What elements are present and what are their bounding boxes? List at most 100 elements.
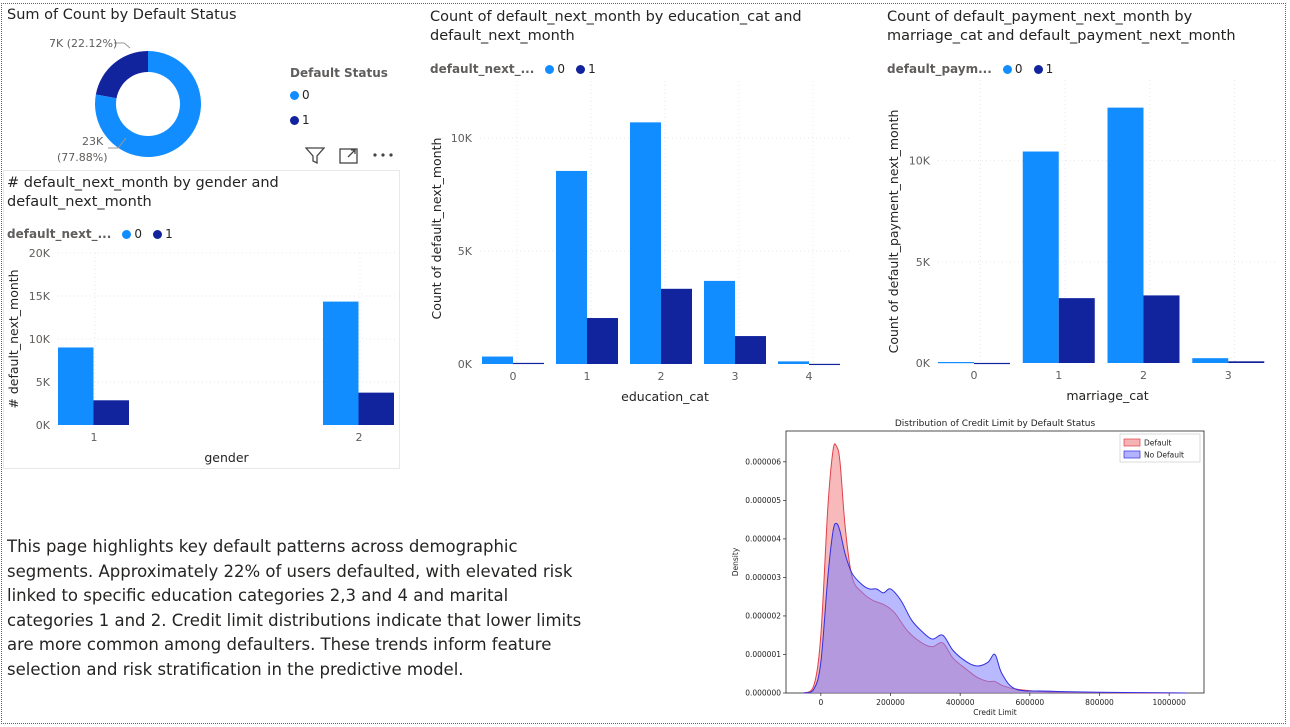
- filter-icon[interactable]: [305, 146, 325, 164]
- x-tick-label: 1: [584, 370, 591, 383]
- donut-title: Sum of Count by Default Status: [7, 7, 237, 23]
- more-options-icon[interactable]: [372, 150, 394, 160]
- bar-0-series-0[interactable]: [482, 356, 513, 364]
- donut-label-0-count: 23K: [82, 135, 104, 148]
- marriage-bar-chart[interactable]: 0K 5K 10K 0 1 2 3 marriage_cat Count of default_…: [882, 80, 1282, 410]
- kde-y-tick-label: 0.000002: [745, 611, 781, 620]
- bar-1-series-0[interactable]: [1022, 151, 1059, 363]
- kde-y-axis-title: Density: [731, 547, 740, 576]
- bar-2-series-0[interactable]: [323, 301, 359, 425]
- bar-1-series-1[interactable]: [93, 400, 130, 425]
- donut-legend-title: Default Status: [290, 66, 388, 80]
- y-axis-title: Count of default_next_month: [429, 138, 444, 320]
- bar-1-series-1[interactable]: [1058, 298, 1095, 363]
- kde-legend: Default No Default: [1119, 433, 1201, 463]
- donut-chart[interactable]: 7K (22.12%) 23K (77.88%): [40, 30, 240, 165]
- x-axis-title: education_cat: [621, 389, 709, 404]
- bar-3-series-1[interactable]: [735, 336, 766, 364]
- donut-slice-1[interactable]: [95, 51, 148, 99]
- y-tick-label: 5K: [458, 245, 473, 258]
- kde-legend-swatch: [1123, 438, 1141, 447]
- x-tick-label: 1: [1055, 369, 1062, 382]
- gender-legend-item-0[interactable]: 0: [122, 227, 142, 241]
- x-tick-label: 0: [510, 370, 517, 383]
- kde-x-tick-label: 800000: [1085, 698, 1114, 707]
- bar-0-series-1[interactable]: [974, 362, 1010, 365]
- bar-3-series-1[interactable]: [1228, 361, 1265, 363]
- bar-2-series-0[interactable]: [630, 122, 661, 364]
- bar-4-series-0[interactable]: [778, 361, 809, 364]
- x-tick-label: 0: [971, 369, 978, 382]
- kde-x-tick-label: 200000: [876, 698, 905, 707]
- donut-slice-0[interactable]: [95, 51, 201, 157]
- y-tick-label: 20K: [29, 247, 51, 260]
- bar-0-series-0[interactable]: [938, 362, 974, 364]
- bar-1-series-0[interactable]: [58, 347, 94, 425]
- education-bar-chart[interactable]: 0K 5K 10K 0 1 2 3 4 education_cat Count of defaul…: [425, 80, 855, 410]
- gender-chart-title: # default_next_month by gender and defau…: [7, 175, 279, 210]
- x-tick-label: 1: [91, 431, 98, 444]
- y-tick-label: 10K: [451, 132, 473, 145]
- donut-label-1: 7K (22.12%): [49, 37, 117, 50]
- legend-dot-0: [290, 91, 299, 100]
- bar-4-series-1[interactable]: [809, 363, 840, 366]
- bar-2-series-1[interactable]: [661, 288, 692, 364]
- marriage-legend: default_paym... 0 1: [887, 58, 1053, 77]
- kde-legend-swatch: [1123, 450, 1141, 459]
- y-tick-label: 10K: [909, 155, 931, 168]
- kde-y-tick-label: 0.000003: [745, 573, 781, 582]
- y-axis-title: Count of default_payment_next_month: [886, 110, 901, 354]
- kde-x-tick-label: 400000: [946, 698, 975, 707]
- kde-line-no-default: [803, 522, 1187, 694]
- x-tick-label: 4: [806, 370, 813, 383]
- education-legend-item-0[interactable]: 0: [545, 62, 565, 76]
- y-tick-label: 0K: [36, 419, 51, 432]
- bar-2-series-0[interactable]: [1107, 107, 1144, 363]
- marriage-legend-title: default_paym...: [887, 62, 992, 76]
- bar-2-series-1[interactable]: [1143, 295, 1180, 363]
- education-chart-title: Count of default_next_month by education…: [430, 9, 802, 44]
- report-page-frame: [1, 3, 1286, 724]
- gender-legend-item-1[interactable]: 1: [153, 227, 173, 241]
- kde-y-tick-label: 0.000000: [745, 689, 781, 698]
- bar-1-series-1[interactable]: [587, 318, 618, 364]
- kde-x-tick-label: 0: [818, 698, 823, 707]
- marriage-legend-item-1[interactable]: 1: [1033, 62, 1053, 76]
- kde-x-tick-label: 1000000: [1152, 698, 1186, 707]
- kde-y-tick-label: 0.000004: [745, 534, 781, 543]
- education-legend-item-1[interactable]: 1: [576, 62, 596, 76]
- page-description: This page highlights key default pattern…: [7, 537, 582, 679]
- y-tick-label: 5K: [36, 376, 51, 389]
- y-tick-label: 0K: [916, 357, 931, 370]
- gender-chart-card: [3, 170, 400, 469]
- y-axis-title: # default_next_month: [6, 269, 21, 408]
- x-axis-title: gender: [204, 450, 249, 465]
- marriage-chart-title: Count of default_payment_next_month by m…: [887, 9, 1236, 44]
- education-legend-title: default_next_...: [430, 62, 535, 76]
- education-legend: default_next_... 0 1: [430, 58, 596, 77]
- donut-legend-item-1[interactable]: 1: [290, 113, 310, 127]
- kde-y-tick-label: 0.000005: [745, 496, 781, 505]
- gender-legend: default_next_... 0 1: [7, 223, 173, 242]
- y-tick-label: 5K: [916, 256, 931, 269]
- bar-1-series-0[interactable]: [556, 170, 587, 364]
- kde-legend-label: Default: [1144, 439, 1171, 448]
- kde-area-no-default: [803, 523, 1187, 693]
- y-tick-label: 0K: [458, 358, 473, 371]
- x-tick-label: 2: [356, 431, 363, 444]
- x-tick-label: 2: [658, 370, 665, 383]
- x-axis-title: marriage_cat: [1066, 388, 1148, 403]
- kde-title: Distribution of Credit Limit by Default …: [895, 419, 1096, 429]
- bar-3-series-0[interactable]: [1192, 358, 1229, 363]
- kde-x-tick-label: 600000: [1016, 698, 1045, 707]
- y-tick-label: 15K: [29, 290, 51, 303]
- bar-2-series-1[interactable]: [358, 392, 395, 425]
- focus-mode-icon[interactable]: [339, 146, 359, 164]
- bar-0-series-1[interactable]: [513, 362, 544, 365]
- donut-legend-item-0[interactable]: 0: [290, 88, 310, 102]
- marriage-legend-item-0[interactable]: 0: [1002, 62, 1023, 76]
- kde-x-axis-title: Credit Limit: [973, 708, 1017, 717]
- gender-bar-chart[interactable]: 0K 5K 10K 15K 20K gender # default_next_month 1…: [0, 240, 400, 465]
- kde-y-tick-label: 0.000006: [745, 457, 781, 466]
- bar-3-series-0[interactable]: [704, 280, 735, 364]
